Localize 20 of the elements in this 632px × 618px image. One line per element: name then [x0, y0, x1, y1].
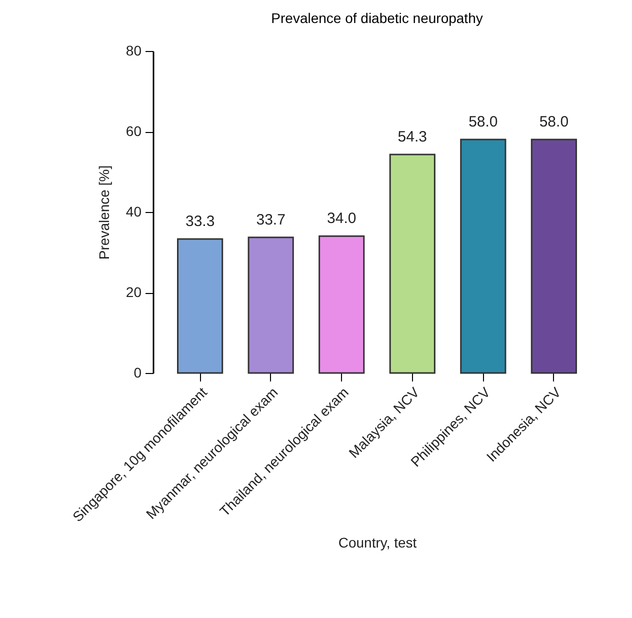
y-tick-label: 40	[126, 204, 142, 220]
bar	[389, 154, 436, 374]
data-label: 33.7	[256, 211, 286, 228]
data-label: 58.0	[468, 114, 498, 131]
data-label: 58.0	[539, 114, 569, 131]
data-label: 54.3	[398, 128, 427, 146]
data-label: 33.3	[185, 212, 215, 230]
bar	[460, 138, 506, 374]
y-tick-label: 80	[126, 42, 142, 58]
y-tick-label: 60	[126, 123, 142, 139]
x-axis-title: Country, test	[338, 534, 417, 551]
y-tick-label: 20	[126, 284, 142, 300]
bar	[248, 236, 294, 374]
bar	[530, 138, 577, 374]
bar	[318, 235, 365, 374]
y-tick-label: 0	[134, 364, 142, 380]
chart-title: Prevalence of diabetic neuropathy	[271, 10, 483, 26]
bar	[177, 238, 224, 374]
data-label: 34.0	[327, 210, 356, 228]
y-axis-title: Prevalence [%]	[96, 165, 112, 260]
